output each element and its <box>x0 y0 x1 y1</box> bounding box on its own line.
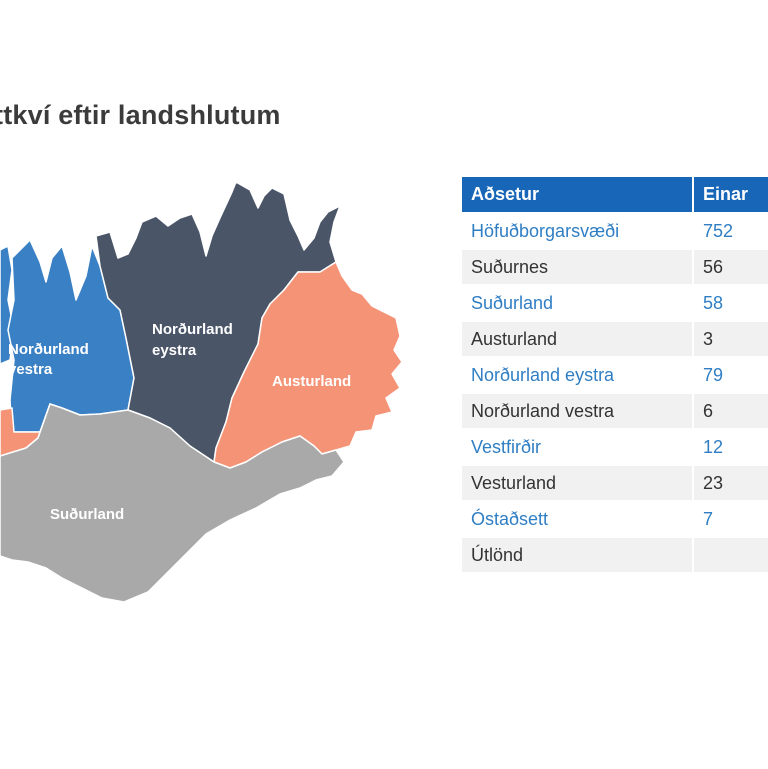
page-title: ttkví eftir landshlutum <box>0 100 281 130</box>
table-row[interactable]: Norðurland eystra 79 <box>462 358 768 394</box>
label-austurland: Austurland <box>272 373 351 390</box>
label-nordurland-vestra: Norðurland vestra <box>8 341 93 378</box>
region-value-cell <box>691 538 768 574</box>
region-value-cell: 7 <box>691 502 768 538</box>
iceland-region-map: Norðurland vestra Norðurland eystra Aust… <box>0 181 403 603</box>
label-nordurland-eystra: Norðurland eystra <box>152 321 237 359</box>
region-name-cell[interactable]: Óstaðsett <box>462 502 692 538</box>
column-header-einar[interactable]: Einar <box>691 177 768 214</box>
region-value-cell: 23 <box>691 466 768 502</box>
region-name-cell[interactable]: Höfuðborgarsvæði <box>462 214 692 250</box>
region-value-cell: 12 <box>691 430 768 466</box>
region-name-cell: Vesturland <box>462 466 692 502</box>
table-row[interactable]: Vesturland 23 <box>462 466 768 502</box>
table-row[interactable]: Austurland 3 <box>462 322 768 358</box>
region-table: Aðsetur Einar Höfuðborgarsvæði 752 Suðurne… <box>462 177 768 574</box>
region-value-cell: 6 <box>691 394 768 430</box>
region-name-cell: Norðurland vestra <box>462 394 692 430</box>
table-row[interactable]: Suðurland 58 <box>462 286 768 322</box>
table-row[interactable]: Suðurnes 56 <box>462 250 768 286</box>
table-row[interactable]: Höfuðborgarsvæði 752 <box>462 214 768 250</box>
region-name-cell[interactable]: Suðurland <box>462 286 692 322</box>
table-row[interactable]: Útlönd <box>462 538 768 574</box>
region-name-cell: Suðurnes <box>462 250 692 286</box>
table-row[interactable]: Vestfirðir 12 <box>462 430 768 466</box>
region-value-cell: 79 <box>691 358 768 394</box>
region-name-cell: Útlönd <box>462 538 692 574</box>
region-value-cell: 58 <box>691 286 768 322</box>
table-row[interactable]: Óstaðsett 7 <box>462 502 768 538</box>
region-name-cell[interactable]: Vestfirðir <box>462 430 692 466</box>
label-sudurland: Suðurland <box>50 506 124 523</box>
region-value-cell: 752 <box>691 214 768 250</box>
region-sudurland[interactable] <box>0 403 345 603</box>
region-name-cell[interactable]: Norðurland eystra <box>462 358 692 394</box>
region-name-cell: Austurland <box>462 322 692 358</box>
region-value-cell: 56 <box>691 250 768 286</box>
region-value-cell: 3 <box>691 322 768 358</box>
column-header-adsetur[interactable]: Aðsetur <box>462 177 692 214</box>
table-row[interactable]: Norðurland vestra 6 <box>462 394 768 430</box>
